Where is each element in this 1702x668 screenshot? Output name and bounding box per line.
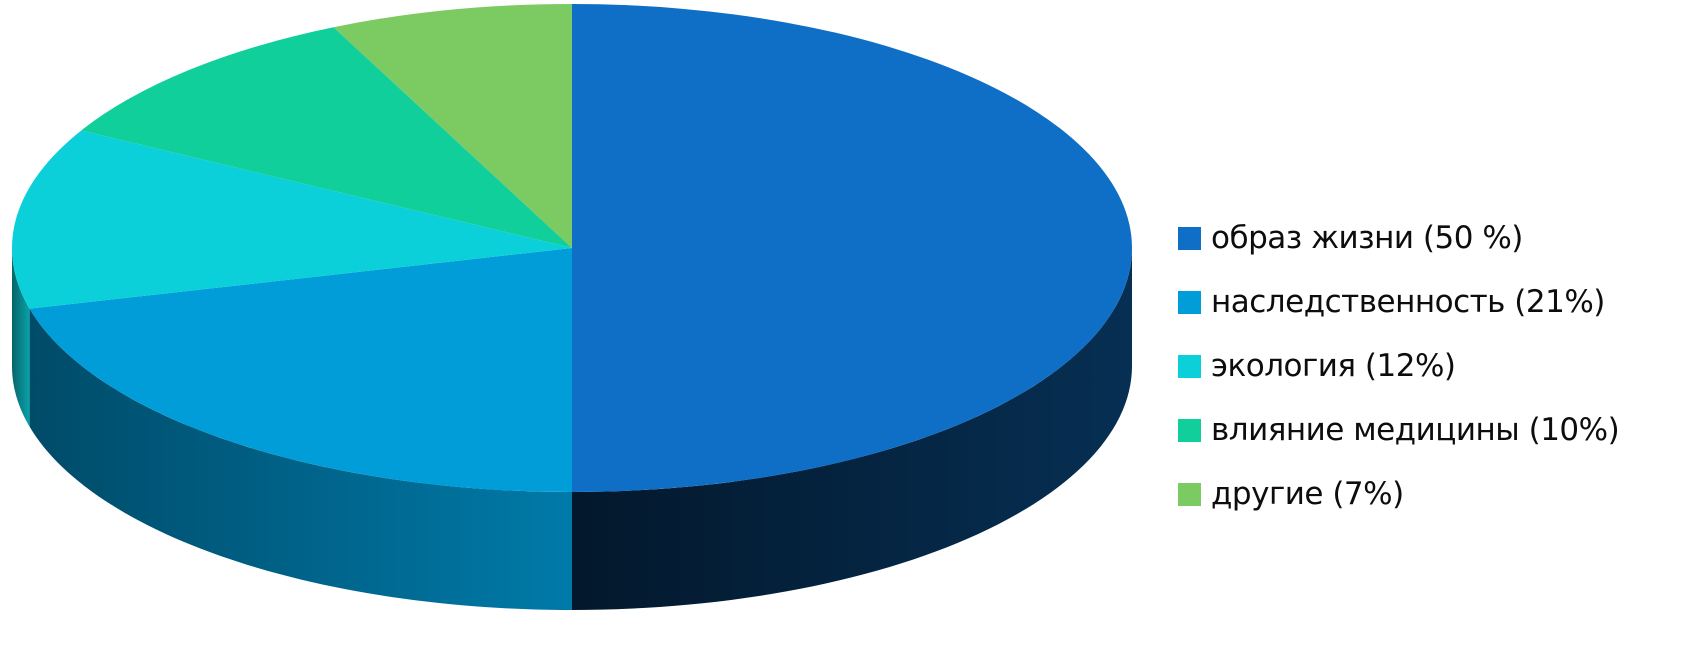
legend-swatch	[1178, 418, 1201, 442]
pie-slice-side-1	[572, 248, 1132, 610]
pie-slice-2	[29, 248, 572, 492]
legend-item: экология (12%)	[1178, 334, 1619, 398]
pie-side-walls	[12, 248, 1132, 610]
pie-slice-4	[81, 27, 573, 248]
legend-swatch	[1178, 482, 1201, 506]
pie-slice-side-3	[12, 248, 30, 427]
chart-legend: образ жизни (50 %) наследственность (21%)…	[1178, 206, 1620, 526]
legend-item: наследственность (21%)	[1178, 270, 1619, 334]
pie-slice-1	[572, 4, 1132, 492]
legend-item: образ жизни (50 %)	[1178, 206, 1619, 270]
legend-item: влияние медицины (10%)	[1178, 398, 1620, 462]
legend-swatch	[1178, 354, 1201, 378]
legend-swatch	[1178, 226, 1201, 250]
pie-top-faces	[11, 3, 1132, 492]
legend-label: другие (7%)	[1211, 476, 1404, 512]
legend-label: образ жизни (50 %)	[1211, 220, 1523, 256]
pie-slice-3	[11, 130, 572, 309]
legend-swatch	[1178, 290, 1201, 314]
legend-label: наследственность (21%)	[1211, 284, 1605, 320]
pie-slice-side-2	[29, 308, 572, 610]
pie-slice-5	[333, 3, 572, 248]
legend-label: экология (12%)	[1211, 348, 1456, 384]
legend-label: влияние медицины (10%)	[1211, 412, 1620, 448]
legend-item: другие (7%)	[1178, 462, 1619, 526]
